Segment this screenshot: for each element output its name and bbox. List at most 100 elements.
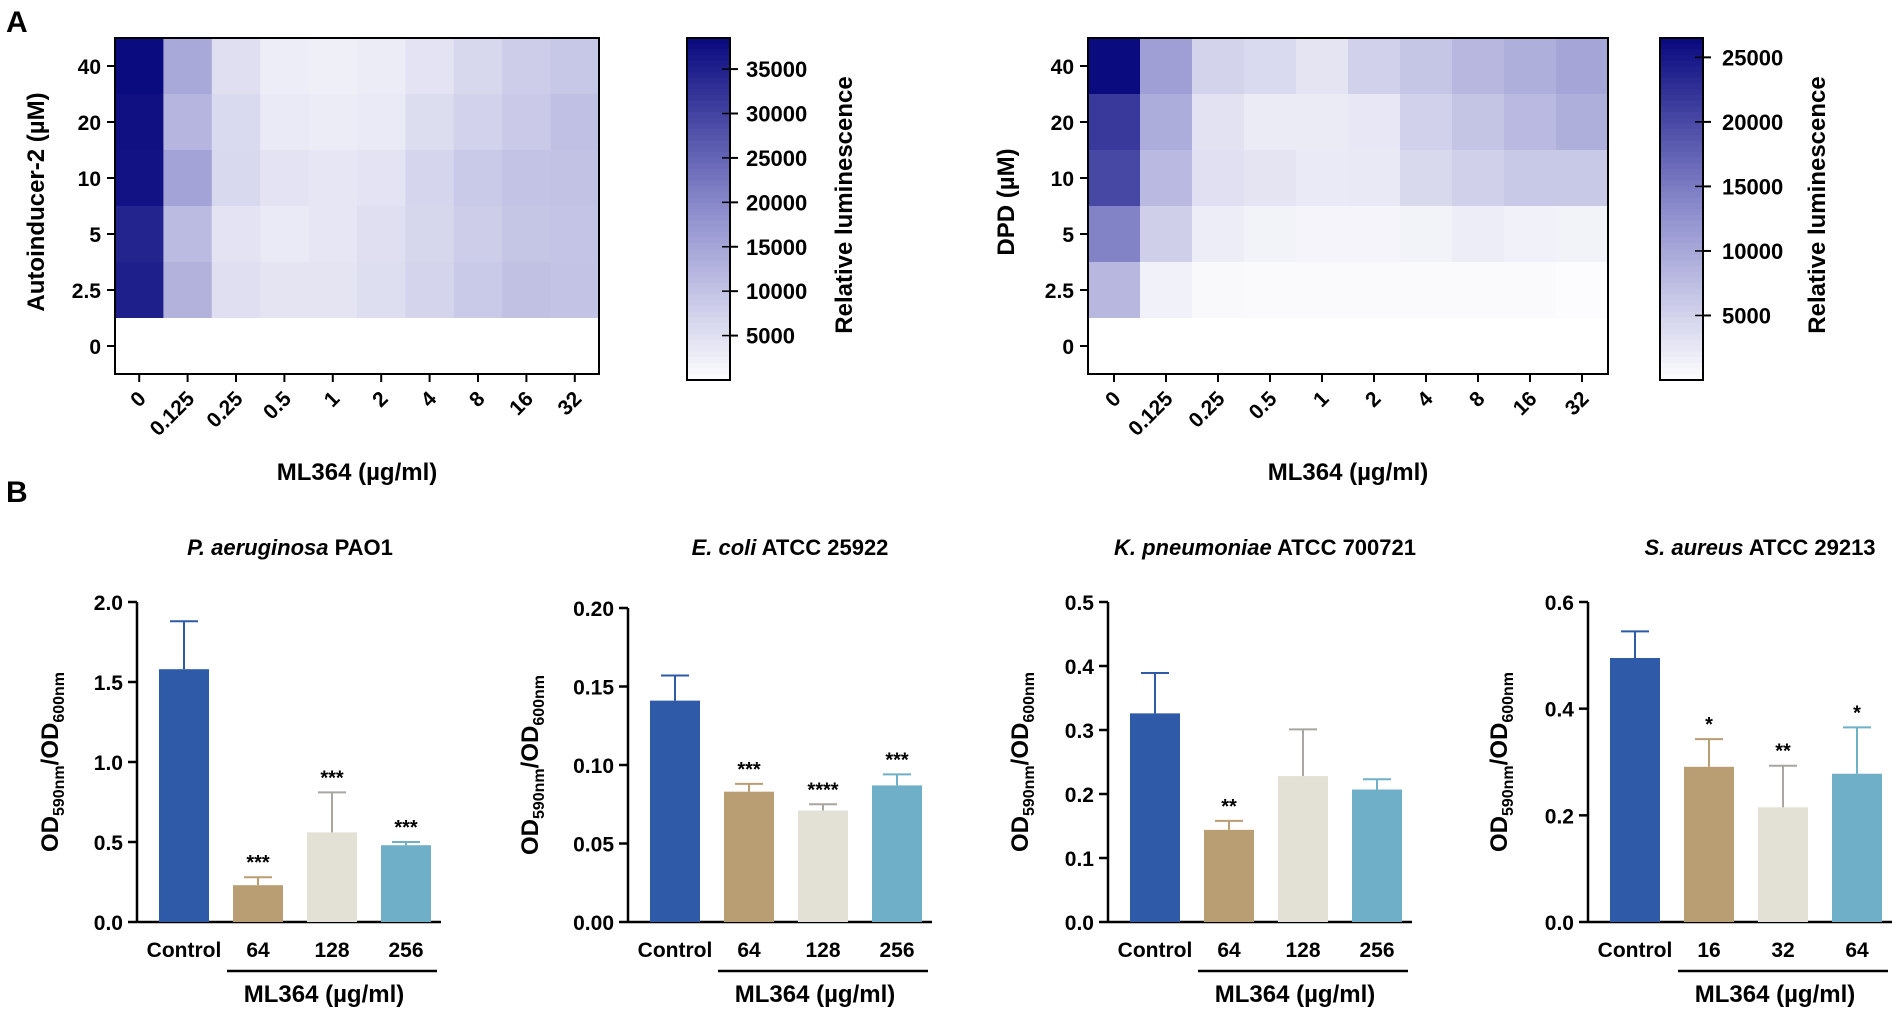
colorbar-segment xyxy=(1660,271,1703,279)
x-tick-label: 128 xyxy=(1285,939,1320,962)
heatmap-cell xyxy=(1400,38,1453,95)
colorbar-segment xyxy=(1660,374,1703,381)
colorbar-segment xyxy=(1660,231,1703,239)
chart-title-strain: ATCC 25922 xyxy=(756,535,888,560)
y-tick-label: 0.0 xyxy=(1545,912,1574,935)
y-axis-title-part: OD xyxy=(1007,816,1034,852)
colorbar-segment xyxy=(1660,49,1703,56)
bar xyxy=(1610,658,1660,922)
heatmap-cell xyxy=(1348,318,1401,375)
bar-ec: E. coli ATCC 25922 0.00 0.05 0.10 0.15 0.20 OD… xyxy=(517,535,932,1008)
y-tick-label: 0.10 xyxy=(573,755,614,778)
y-axis-title-part: /OD xyxy=(1486,723,1513,766)
colorbar-label: Relative luminescence xyxy=(831,76,858,333)
x-tick-label: 128 xyxy=(805,939,840,962)
colorbar-segment xyxy=(687,66,730,73)
heatmap-cell xyxy=(1244,150,1297,207)
colorbar-segment xyxy=(687,254,730,262)
colorbar-segment xyxy=(687,180,730,187)
chart-title-strain: PAO1 xyxy=(329,535,393,560)
heatmap-cell xyxy=(1140,318,1193,375)
x-tick-label: Control xyxy=(1118,939,1193,962)
x-tick-label: 256 xyxy=(1359,939,1394,962)
colorbar-segment xyxy=(1660,83,1703,91)
heatmap-cell xyxy=(1452,318,1505,375)
heatmap-cell xyxy=(1504,206,1557,263)
y-axis-title: DPD (µM) xyxy=(993,148,1020,255)
y-axis-title-part: 600nm xyxy=(1021,672,1038,723)
colorbar-segment xyxy=(687,340,730,347)
colorbar-segment xyxy=(1660,254,1703,262)
heatmap-cell xyxy=(405,94,455,151)
heatmap-cell xyxy=(357,94,406,151)
heatmap-cell xyxy=(260,318,310,375)
bar-kp: K. pneumoniae ATCC 700721 0.0 0.1 0.2 0.3 0.4… xyxy=(1007,535,1416,1008)
heatmap-cell xyxy=(163,94,213,151)
x-tick-label: 128 xyxy=(314,939,349,962)
chart-title: S. aureus ATCC 29213 xyxy=(1644,535,1875,560)
x-tick-label: 0.5 xyxy=(1245,387,1282,424)
y-tick-label: 0 xyxy=(1062,336,1074,359)
colorbar-segment xyxy=(1660,209,1703,216)
colorbar-segment xyxy=(687,60,730,68)
chart-title-species: P. aeruginosa xyxy=(187,535,328,560)
heatmap-cell xyxy=(260,38,310,95)
heatmap-cell xyxy=(211,38,261,95)
colorbar-segment xyxy=(1660,152,1703,159)
x-tick-label: 64 xyxy=(246,939,270,962)
x-tick-label: 4 xyxy=(417,387,442,412)
colorbar-segment xyxy=(687,174,730,182)
heatmap-cell xyxy=(550,206,600,263)
y-tick-label: 0.3 xyxy=(1065,720,1094,743)
bar xyxy=(307,832,357,922)
colorbar-segment xyxy=(687,271,730,279)
y-axis-title-part: /OD xyxy=(517,726,544,769)
significance-label: ** xyxy=(1775,741,1791,763)
x-axis-title: ML364 (µg/ml) xyxy=(277,459,438,486)
heatmap-cell xyxy=(260,150,310,207)
heatmap-cell xyxy=(405,38,455,95)
heatmap-cell xyxy=(163,318,213,375)
colorbar-segment xyxy=(687,220,730,227)
heatmap-cell xyxy=(1556,150,1609,207)
y-tick-label: 0.2 xyxy=(1065,784,1094,807)
y-tick-label: 10 xyxy=(78,168,101,191)
bar xyxy=(1758,807,1808,922)
heatmap-cell xyxy=(1400,150,1453,207)
heatmap-cell xyxy=(1504,38,1557,95)
x-tick-label: Control xyxy=(1598,939,1673,962)
colorbar-segment xyxy=(1660,323,1703,330)
heatmap-cell xyxy=(115,318,164,375)
heatmap-cell xyxy=(115,206,164,263)
chart-title: E. coli ATCC 25922 xyxy=(692,535,889,560)
y-tick-label: 0.0 xyxy=(94,912,123,935)
heatmap-cell xyxy=(260,262,310,319)
colorbar-segment xyxy=(687,152,730,159)
heatmap-cell xyxy=(405,262,455,319)
colorbar-segment xyxy=(687,362,730,370)
y-axis-title-part: 590nm xyxy=(531,768,548,819)
colorbar-segment xyxy=(1660,38,1703,45)
heatmap-cell xyxy=(1504,150,1557,207)
y-tick-label: 1.5 xyxy=(94,672,124,695)
bar xyxy=(650,700,700,922)
heatmap-cell xyxy=(211,94,261,151)
heatmap-cell xyxy=(1452,94,1505,151)
heatmap-cell xyxy=(1296,206,1349,263)
colorbar-segment xyxy=(1660,112,1703,119)
colorbar-segment xyxy=(1660,55,1703,62)
colorbar-segment xyxy=(687,55,730,62)
colorbar-segment xyxy=(1660,311,1703,319)
colorbar-segment xyxy=(687,140,730,148)
heatmap-cell xyxy=(453,38,503,95)
heatmap-cell xyxy=(1556,38,1609,95)
colorbar-label: Relative luminescence xyxy=(1804,76,1831,333)
colorbar-segment xyxy=(687,305,730,313)
x-tick-label: 0.25 xyxy=(1184,387,1229,432)
colorbar-segment xyxy=(687,323,730,330)
heatmap-cell xyxy=(1504,262,1557,319)
colorbar-segment xyxy=(1660,129,1703,136)
chart-title-strain: ATCC 700721 xyxy=(1272,535,1416,560)
colorbar-segment xyxy=(687,357,730,364)
colorbar-segment xyxy=(687,294,730,301)
